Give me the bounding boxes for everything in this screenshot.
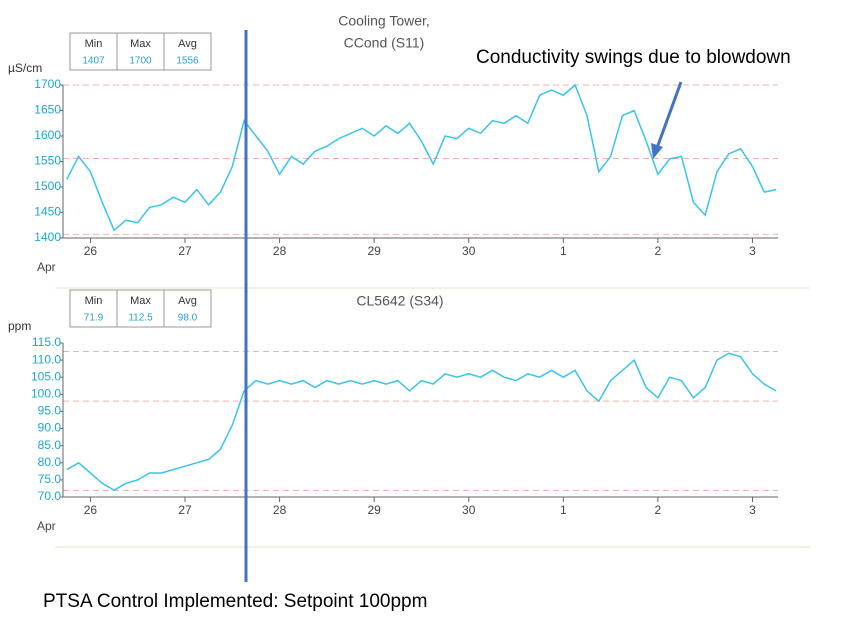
data-line	[66, 83, 777, 232]
y-tick-label: 1650	[34, 103, 61, 117]
stats-value: 1556	[176, 56, 199, 67]
y-tick-label: 1450	[34, 205, 61, 219]
y-tick-label: 110.0	[32, 352, 61, 366]
y-tick-label: 1700	[34, 77, 61, 91]
arrow	[655, 81, 683, 149]
stats-header: Max	[130, 38, 151, 50]
stats-value: 98.0	[178, 313, 198, 324]
footer: PTSA Control Implemented: Setpoint 100pp…	[43, 591, 427, 612]
data-line	[66, 352, 777, 492]
x-tick-label: 27	[178, 244, 192, 258]
x-tick-label: 28	[273, 244, 287, 258]
x-axis-label: Apr	[37, 519, 56, 533]
stats-value: 1700	[129, 56, 152, 67]
stats-header: Min	[85, 38, 103, 50]
stats-header: Max	[130, 295, 151, 307]
y-tick-label: 1500	[34, 179, 61, 193]
x-tick-label: 30	[462, 503, 476, 517]
stats-header: Avg	[178, 38, 197, 50]
stats-header: Min	[85, 295, 103, 307]
stats-cell	[116, 289, 165, 328]
y-tick-label: 90.0	[38, 421, 62, 435]
chart-title: CCond (S11)	[344, 35, 425, 51]
y-tick-label: 105.0	[31, 369, 61, 383]
x-tick-label: 2	[655, 503, 662, 517]
y-tick-label: 1600	[34, 128, 61, 142]
x-axis-label: Apr	[37, 260, 56, 274]
stats-header: Avg	[178, 295, 197, 307]
annotation: Conductivity swings due to blowdown	[476, 47, 791, 68]
chart-title: CL5642 (S34)	[356, 293, 443, 309]
x-tick-label: 26	[84, 503, 98, 517]
y-tick-label: 1400	[34, 230, 61, 244]
charts: Cooling Tower, CCond (S11) µS/cm Apr Min 1407…	[8, 13, 778, 533]
y-tick-label: 1550	[34, 154, 61, 168]
y-tick-label: 115.0	[32, 335, 61, 349]
stats-cell	[163, 289, 212, 328]
x-tick-label: 1	[560, 244, 567, 258]
stats-cell	[163, 32, 212, 71]
stats-value: 1407	[82, 56, 105, 67]
y-tick-label: 100.0	[31, 387, 61, 401]
y-axis-label: µS/cm	[8, 61, 42, 75]
y-tick-label: 95.0	[38, 404, 62, 418]
y-tick-label: 80.0	[38, 455, 62, 469]
arrow-head	[651, 143, 663, 159]
y-axis-label: ppm	[8, 319, 31, 333]
y-tick-label: 85.0	[38, 438, 62, 452]
x-tick-label: 29	[367, 244, 381, 258]
stats-value: 112.5	[128, 313, 153, 324]
x-tick-label: 28	[273, 503, 287, 517]
x-tick-label: 1	[560, 503, 567, 517]
x-tick-label: 27	[178, 503, 192, 517]
x-tick-label: 3	[749, 503, 756, 517]
x-tick-label: 30	[462, 244, 476, 258]
chart-title: Cooling Tower,	[338, 13, 430, 29]
y-tick-label: 75.0	[38, 472, 62, 486]
stats-value: 71.9	[84, 313, 104, 324]
x-tick-label: 29	[367, 503, 381, 517]
x-tick-label: 26	[84, 244, 98, 258]
x-tick-label: 3	[749, 244, 756, 258]
x-tick-label: 2	[655, 244, 662, 258]
y-tick-label: 70.0	[38, 489, 62, 503]
